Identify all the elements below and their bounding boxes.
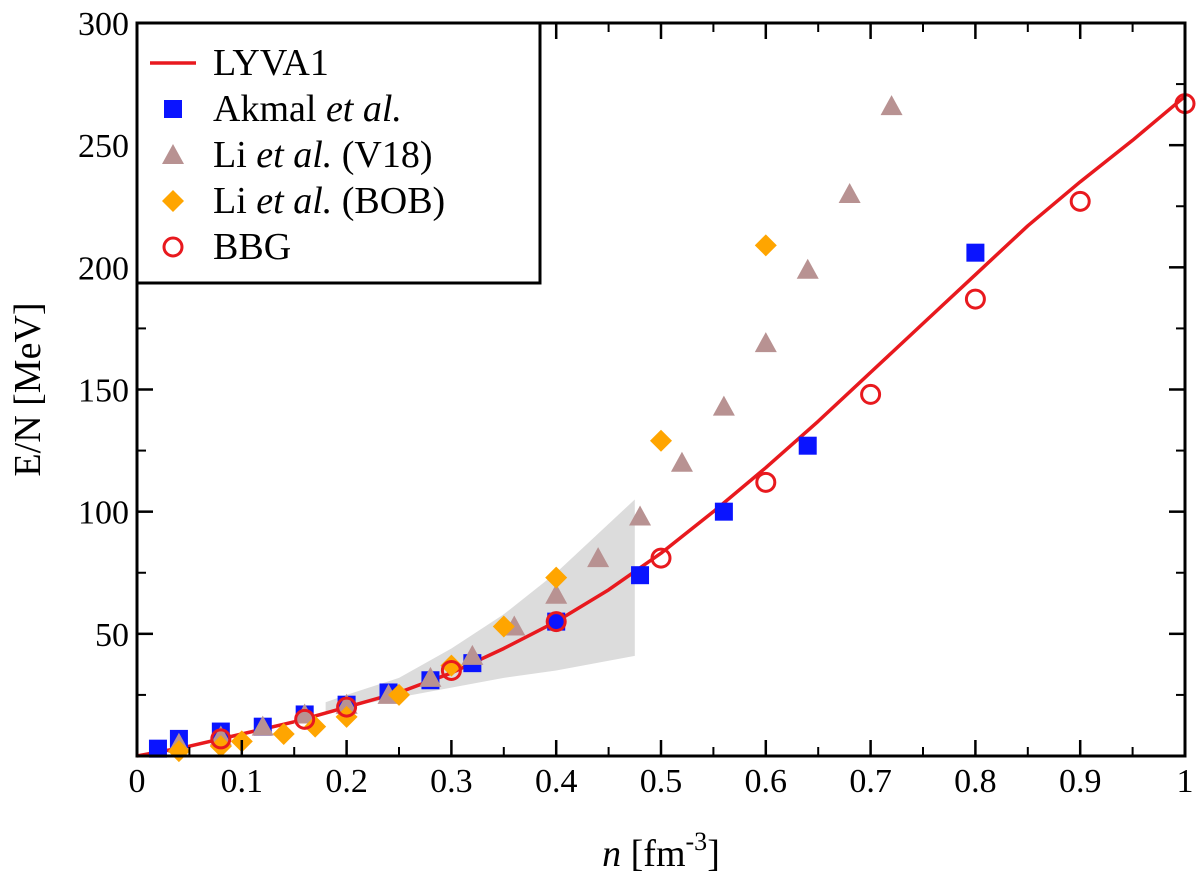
x-tick-label: 0.7 [849, 763, 892, 800]
legend-label-part: et al. [326, 88, 402, 130]
legend-item-bbg: BBG [162, 226, 291, 268]
legend-item-akmal-et-al: Akmal et al. [164, 88, 402, 130]
li-et-al-v18-point [670, 451, 693, 472]
legend-marker-swatch [162, 144, 184, 164]
legend-box [135, 21, 542, 285]
legend-label: Li et al. (BOB) [213, 180, 445, 222]
legend-marker-swatch [162, 190, 184, 212]
li-et-al-bob-point [754, 234, 777, 257]
bbg-point [1069, 190, 1091, 212]
legend-label-part: et al. [256, 134, 332, 176]
li-et-al-bob-point [440, 654, 463, 677]
x-tick-label: 0.8 [954, 763, 997, 800]
akmal-et-al-series [148, 243, 985, 758]
legend-item-lyva1: LYVA1 [150, 42, 329, 84]
li-et-al-v18-point [335, 693, 358, 714]
legend-label-part: Akmal [213, 88, 326, 130]
akmal-et-al-point [148, 739, 167, 758]
legend-item-li-et-al-bob: Li et al. (BOB) [162, 180, 445, 222]
li-et-al-v18-point [419, 666, 442, 687]
akmal-et-al-point [631, 566, 650, 585]
li-et-al-bob-point [650, 429, 672, 452]
y-tick-label: 100 [78, 495, 129, 532]
x-tick-label: 0.4 [535, 763, 578, 800]
li-et-al-bob-point [304, 715, 327, 738]
uncertainty-band-area [325, 499, 635, 713]
x-axis-unit: [fm [621, 833, 685, 875]
x-tick-label: 1 [1177, 763, 1194, 800]
akmal-et-al-point [798, 436, 817, 455]
li-et-al-bob-point [492, 615, 515, 638]
akmal-et-al-point [714, 502, 733, 521]
bbg-point [964, 288, 986, 310]
legend-marker-swatch [162, 236, 184, 258]
akmal-et-al-point [966, 243, 985, 262]
x-axis-var: n [602, 833, 621, 875]
markers-layer [148, 93, 1196, 763]
li-et-al-v18-point [712, 395, 735, 416]
y-tick-label: 50 [95, 617, 129, 654]
legend-label: Li et al. (V18) [213, 134, 433, 176]
li-et-al-v18-point [629, 505, 652, 526]
y-tick-label: 250 [78, 128, 129, 165]
li-et-al-v18-point [545, 583, 568, 604]
y-tick-label: 300 [78, 6, 129, 43]
legend-label: LYVA1 [213, 42, 329, 84]
li-et-al-bob-point [388, 683, 410, 706]
li-et-al-v18-point [838, 183, 861, 204]
legend-label: Akmal et al. [213, 88, 402, 130]
x-tick-label: 0.6 [745, 763, 788, 800]
li-et-al-v18-point [461, 644, 484, 665]
x-tick-label: 0.2 [325, 763, 368, 800]
bbg-point [545, 611, 567, 633]
uncertainty-band [325, 499, 635, 713]
bbg-point [336, 696, 358, 718]
bbg-point [650, 547, 672, 569]
li-et-al-v18-point [293, 703, 316, 724]
li-et-al-v18-point [754, 332, 777, 353]
y-axis-title: E/N [MeV] [7, 302, 49, 476]
bbg-point [294, 708, 316, 730]
li-et-al-v18-point [587, 547, 610, 568]
li-et-al-bob-point [272, 723, 295, 746]
legend-label-part: (BOB) [332, 180, 445, 222]
x-axis-unit-close: ] [707, 833, 720, 875]
x-tick-label: 0.1 [221, 763, 264, 800]
legend-marker-swatch [164, 100, 182, 118]
li-et-al-v18-point [880, 95, 903, 116]
legend-label-part: Li [213, 134, 256, 176]
bbg-point [860, 383, 882, 405]
li-et-al-v18-point [251, 715, 274, 736]
legend-item-li-et-al-v18: Li et al. (V18) [162, 134, 433, 176]
li-et-al-bob-point [209, 735, 232, 758]
x-tick-label: 0.9 [1059, 763, 1102, 800]
bbg-point [440, 659, 462, 681]
legend-label: BBG [213, 226, 291, 268]
legend-label-part: Li [213, 180, 256, 222]
x-axis-title: n [fm-3] [602, 827, 720, 875]
x-tick-label: 0.5 [640, 763, 683, 800]
legend-label-part: (V18) [332, 134, 432, 176]
bbg-point [210, 728, 232, 750]
x-axis-exponent: -3 [686, 827, 708, 856]
x-tick-label: 0.3 [430, 763, 473, 800]
legend-label-part: et al. [256, 180, 332, 222]
li-et-al-v18-point [796, 258, 819, 279]
y-tick-label: 150 [78, 373, 129, 410]
x-tick-label: 0 [129, 763, 146, 800]
li-et-al-bob-point [545, 566, 568, 589]
akmal-et-al-point [547, 612, 566, 631]
bbg-point [755, 471, 777, 493]
y-tick-label: 200 [78, 250, 129, 287]
